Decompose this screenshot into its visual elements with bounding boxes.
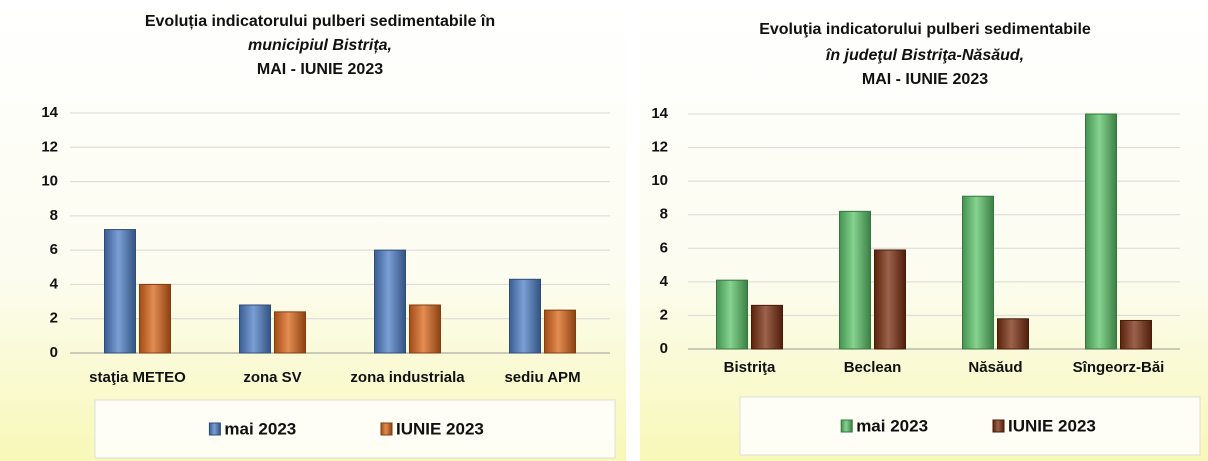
legend-label: mai 2023 [224, 419, 296, 438]
bar [544, 309, 576, 354]
chart-title: MAI - IUNIE 2023 [257, 61, 383, 78]
chart-title: Evoluţia indicatorului pulberi sedimenta… [759, 21, 1091, 38]
y-tick-label: 14 [41, 104, 58, 121]
y-tick-label: 6 [660, 239, 668, 256]
legend-swatch [380, 422, 393, 436]
bar [509, 278, 541, 354]
bar [751, 304, 783, 350]
legend-swatch [992, 419, 1005, 433]
y-tick-label: 0 [660, 340, 668, 357]
legend-label: IUNIE 2023 [396, 419, 484, 438]
chart-title: municipiul Bistrița, [248, 37, 392, 54]
x-tick-label: Bistriţa [724, 359, 776, 376]
chart-title: Evoluția indicatorului pulberi sedimenta… [145, 13, 495, 30]
y-tick-label: 8 [660, 206, 668, 223]
bar [962, 195, 994, 350]
y-tick-label: 2 [50, 310, 58, 327]
y-tick-label: 10 [41, 173, 58, 190]
bar [139, 283, 171, 354]
legend-swatch [840, 419, 853, 433]
y-tick-label: 0 [50, 344, 58, 361]
bar [239, 304, 271, 354]
y-tick-label: 14 [651, 105, 668, 122]
bar [1120, 319, 1152, 350]
x-tick-label: Beclean [844, 359, 902, 376]
y-tick-label: 10 [651, 172, 668, 189]
x-tick-label: Sîngeorz-Băi [1073, 359, 1165, 376]
panel-background [640, 0, 1208, 461]
y-tick-label: 4 [660, 273, 669, 290]
y-tick-label: 2 [660, 306, 668, 323]
chart-title: MAI - IUNIE 2023 [862, 71, 988, 88]
bar [374, 249, 406, 354]
legend-box [739, 396, 1201, 456]
x-tick-label: sediu APM [504, 369, 580, 386]
bar [874, 249, 906, 350]
y-tick-label: 6 [50, 241, 58, 258]
bar [274, 311, 306, 354]
y-tick-label: 12 [41, 138, 58, 155]
x-tick-label: zona industriala [350, 369, 465, 386]
y-tick-label: 12 [651, 139, 668, 156]
bar [716, 279, 748, 350]
chart-title: în judeţul Bistriţa-Năsăud, [826, 47, 1024, 64]
legend-label: IUNIE 2023 [1008, 416, 1096, 435]
bar [104, 229, 136, 354]
x-tick-label: zona SV [243, 369, 301, 386]
legend-box [94, 399, 616, 459]
bar [839, 210, 871, 350]
bar [409, 304, 441, 354]
x-tick-label: staţia METEO [89, 369, 186, 386]
y-tick-label: 8 [50, 207, 58, 224]
y-tick-label: 4 [50, 275, 59, 292]
bar [1085, 113, 1117, 350]
bar [997, 318, 1029, 350]
legend-swatch [208, 422, 221, 436]
x-tick-label: Năsăud [968, 359, 1022, 376]
legend-label: mai 2023 [856, 416, 928, 435]
